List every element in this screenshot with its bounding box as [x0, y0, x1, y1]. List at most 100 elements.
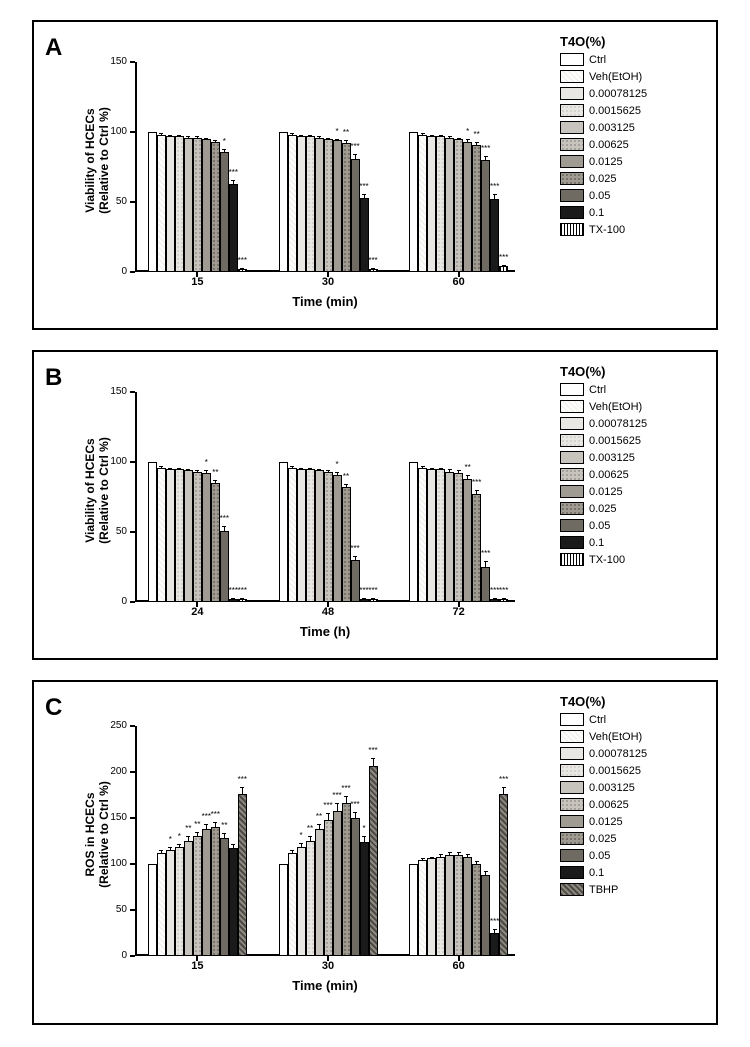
- legend-swatch: [560, 434, 584, 447]
- legend-swatch: [560, 764, 584, 777]
- bar: [193, 472, 202, 602]
- legend-item: 0.025: [560, 170, 647, 187]
- bar: [229, 848, 238, 956]
- error-cap: [362, 836, 366, 837]
- legend-swatch: [560, 468, 584, 481]
- significance-marker: ***: [340, 786, 353, 792]
- error-cap: [326, 138, 330, 139]
- significance-marker: ***: [367, 588, 380, 594]
- x-tick: [458, 272, 460, 277]
- legend-label: 0.1: [589, 207, 604, 219]
- bar: [427, 136, 436, 272]
- significance-marker: ***: [349, 802, 362, 808]
- significance-marker: ***: [236, 588, 249, 594]
- error-bar: [242, 787, 243, 794]
- legend-item: 0.0125: [560, 813, 647, 830]
- legend-swatch: [560, 138, 584, 151]
- legend-item: TX-100: [560, 551, 647, 568]
- error-cap: [353, 812, 357, 813]
- bar: [175, 136, 184, 272]
- legend-title: T4O(%): [560, 364, 647, 379]
- bar: [342, 143, 351, 272]
- legend-swatch: [560, 713, 584, 726]
- error-cap: [204, 138, 208, 139]
- significance-marker: ***: [209, 812, 222, 818]
- significance-marker: ***: [470, 480, 483, 486]
- significance-marker: *: [331, 462, 344, 468]
- error-cap: [353, 556, 357, 557]
- error-cap: [493, 194, 497, 195]
- bar: [409, 864, 418, 956]
- error-cap: [448, 136, 452, 137]
- legend-swatch: [560, 70, 584, 83]
- x-tick: [327, 602, 329, 607]
- error-cap: [344, 140, 348, 141]
- error-cap: [466, 139, 470, 140]
- legend-swatch: [560, 172, 584, 185]
- error-cap: [430, 135, 434, 136]
- legend-item: Ctrl: [560, 51, 647, 68]
- bar: [481, 567, 490, 602]
- bar: [193, 836, 202, 956]
- bar: [351, 560, 360, 602]
- bar: [490, 199, 499, 272]
- y-tick-label: 0: [97, 596, 127, 607]
- error-cap: [299, 468, 303, 469]
- legend-item: 0.0015625: [560, 762, 647, 779]
- legend-item: Veh(EtOH): [560, 68, 647, 85]
- bar: [297, 847, 306, 956]
- error-cap: [502, 265, 506, 266]
- bar: [409, 132, 418, 272]
- bar: [472, 864, 481, 956]
- significance-marker: ***: [488, 184, 501, 190]
- bar: [463, 857, 472, 956]
- error-cap: [493, 929, 497, 930]
- legend-label: 0.05: [589, 190, 610, 202]
- bar: [175, 847, 184, 956]
- significance-marker: ***: [349, 144, 362, 150]
- error-cap: [439, 468, 443, 469]
- bar: [238, 599, 247, 602]
- error-cap: [326, 813, 330, 814]
- error-cap: [159, 466, 163, 467]
- y-tick-label: 0: [97, 266, 127, 277]
- error-cap: [177, 468, 181, 469]
- y-axis-title: ROS in HCECs(Relative to Ctrl %): [83, 731, 111, 938]
- legend-swatch: [560, 519, 584, 532]
- bar: [166, 136, 175, 272]
- legend-label: 0.0125: [589, 156, 623, 168]
- error-cap: [308, 135, 312, 136]
- legend-label: 0.0015625: [589, 765, 641, 777]
- legend-item: Ctrl: [560, 381, 647, 398]
- group-label: 60: [409, 960, 508, 972]
- bar: [418, 468, 427, 602]
- bar: [184, 138, 193, 272]
- legend-item: 0.0125: [560, 153, 647, 170]
- significance-marker: *: [173, 834, 186, 840]
- legend-swatch: [560, 883, 584, 896]
- error-cap: [240, 598, 244, 599]
- error-cap: [344, 484, 348, 485]
- chart-B: 050100150Viability of HCECs(Relative to …: [135, 392, 515, 602]
- bar: [148, 462, 157, 602]
- legend-label: 0.00625: [589, 139, 629, 151]
- legend-swatch: [560, 104, 584, 117]
- error-cap: [362, 194, 366, 195]
- error-cap: [353, 154, 357, 155]
- bar: [333, 811, 342, 956]
- bar: [369, 269, 378, 272]
- legend-item: 0.00078125: [560, 745, 647, 762]
- legend-label: TX-100: [589, 554, 625, 566]
- significance-marker: ***: [367, 748, 380, 754]
- error-cap: [466, 854, 470, 855]
- legend-title: T4O(%): [560, 34, 647, 49]
- error-cap: [308, 836, 312, 837]
- error-cap: [362, 598, 366, 599]
- x-tick: [327, 272, 329, 277]
- error-cap: [290, 466, 294, 467]
- legend-label: 0.00625: [589, 799, 629, 811]
- legend-label: Ctrl: [589, 384, 606, 396]
- legend-label: Ctrl: [589, 714, 606, 726]
- bar: [436, 136, 445, 272]
- y-tick: [130, 909, 135, 911]
